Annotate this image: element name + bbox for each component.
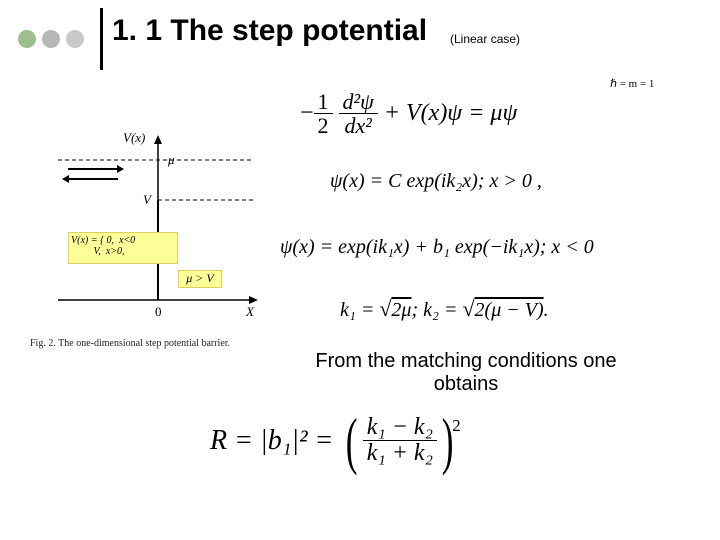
frac-half: 1 2: [314, 90, 333, 137]
r-lhs: R = |b₁|² =: [210, 425, 333, 457]
k-sep: ; k₂ =: [411, 299, 462, 321]
matching-conditions-text: From the matching conditions one obtains: [296, 350, 636, 396]
x-label: X: [246, 304, 254, 320]
frac-d2psi: d²ψ dx²: [339, 90, 378, 137]
lparen: (: [346, 415, 358, 466]
step-potential-figure: V(x) μ V X 0 V(x) = { 0, x<0 V, x>0, μ >…: [28, 130, 263, 320]
origin-label: 0: [155, 304, 162, 320]
psi-negative: ψ(x) = exp(ik₁x) + b₁ exp(−ik₁x); x < 0: [280, 236, 594, 259]
den2: dx²: [340, 114, 375, 137]
bullet-2: [42, 30, 60, 48]
figure-caption: Fig. 2. The one-dimensional step potenti…: [30, 338, 230, 349]
mu-label: μ: [168, 152, 175, 168]
rest: + V(x)ψ = μψ: [384, 100, 518, 127]
den: 2: [314, 114, 333, 137]
incident-arrow: [68, 168, 118, 170]
psi-positive: ψ(x) = C exp(ik₂x); x > 0 ,: [330, 170, 542, 193]
k1-lhs: k₁ =: [340, 299, 379, 321]
k2-rad: 2(μ − V): [475, 299, 544, 321]
psi-pos-text: ψ(x) = C exp(ik₂x); x > 0 ,: [330, 170, 542, 192]
page-title: 1. 1 The step potential: [112, 14, 427, 48]
figure-svg: [28, 130, 263, 320]
rparen: ): [442, 415, 454, 466]
r-num: k₁ − k₂: [363, 415, 437, 441]
psi-neg-text: ψ(x) = exp(ik₁x) + b₁ exp(−ik₁x); x < 0: [280, 236, 594, 258]
num2: d²ψ: [339, 90, 378, 114]
slide-bullets: [18, 30, 84, 48]
schrodinger-equation: − 1 2 d²ψ dx² + V(x)ψ = μψ: [300, 90, 517, 137]
bullet-3: [66, 30, 84, 48]
r-frac: k₁ − k₂ k₁ + k₂: [363, 415, 437, 466]
units-note: ℏ = m = 1: [610, 77, 654, 90]
mu-gt-v-box: μ > V: [178, 270, 222, 288]
k-end: .: [544, 299, 549, 321]
k-values: k₁ = 2μ; k₂ = 2(μ − V).: [340, 296, 549, 322]
reflected-arrow: [68, 178, 118, 180]
subtitle: (Linear case): [450, 32, 520, 46]
potential-def-box: V(x) = { 0, x<0 V, x>0,: [68, 232, 178, 264]
bullet-1: [18, 30, 36, 48]
num: 1: [314, 90, 333, 114]
k1-rad: 2μ: [391, 299, 411, 321]
title-separator: [100, 8, 103, 70]
minus: −: [300, 100, 314, 127]
vx-label: V(x): [123, 130, 145, 146]
r-den: k₁ + k₂: [363, 441, 437, 466]
reflection-equation: R = |b₁|² = ( k₁ − k₂ k₁ + k₂ ) 2: [210, 415, 461, 466]
v-label: V: [143, 192, 151, 208]
